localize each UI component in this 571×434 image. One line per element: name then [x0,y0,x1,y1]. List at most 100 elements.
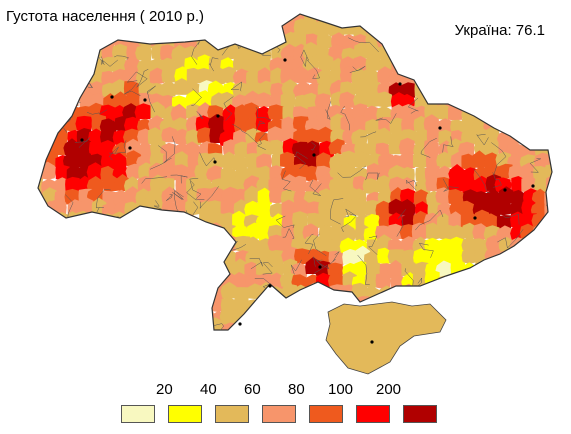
district-cell [111,79,127,96]
district-cell [134,103,151,120]
district-cell [233,331,248,348]
district-border [212,323,225,330]
district-cell [100,140,116,156]
district-border [183,297,206,313]
district-cell [196,20,212,36]
district-cell [546,117,552,132]
district-cell [437,293,455,313]
district-cell [113,14,129,27]
district-cell [292,344,308,363]
district-border [189,177,202,200]
district-cell [460,65,475,83]
district-cell [558,9,571,23]
district-cell [173,296,190,314]
district-border [146,85,156,113]
district-cell [449,367,467,380]
district-border [186,181,205,201]
district-cell [307,333,323,349]
district-cell [64,68,80,85]
district-cell [281,335,296,351]
district-cell [546,79,552,97]
district-cell [171,212,189,230]
district-cell [195,320,211,330]
district-cell [376,22,392,38]
district-cell [390,30,405,48]
district-cell [122,103,140,121]
district-cell [233,20,250,37]
district-cell [487,345,503,362]
district-cell [473,45,489,63]
district-cell [509,201,526,218]
district-cell [78,58,95,74]
district-cell [558,310,571,325]
district-cell [267,334,285,352]
district-cell [352,150,368,168]
district-cell [257,80,274,97]
district-cell [447,35,463,50]
district-cell [38,247,56,263]
district-cell [255,92,271,108]
district-cell [195,68,212,85]
district-cell [137,176,154,193]
district-cell [484,367,499,380]
district-cell [377,247,393,264]
district-cell [531,45,548,62]
district-cell [123,284,141,300]
district-cell [125,347,139,362]
district-cell [161,211,178,229]
district-cell [497,367,514,380]
district-cell [303,369,320,380]
district-cell [221,329,236,330]
district-cell [38,239,46,256]
district-cell [532,130,548,147]
district-cell [172,22,190,39]
district-cell [544,306,552,325]
district-cell [522,366,539,380]
district-cell [40,333,57,350]
district-border [418,63,426,76]
city-marker [473,216,477,220]
district-cell [219,344,235,361]
district-cell [438,129,454,147]
district-border [491,142,507,175]
district-cell [270,355,287,372]
district-cell [172,285,190,302]
district-cell [231,258,248,277]
district-cell [459,55,475,72]
district-cell [304,140,321,157]
district-cell [210,333,225,351]
district-cell [124,295,141,312]
district-cell [555,271,571,287]
district-cell [206,186,224,205]
district-cell [450,46,466,62]
district-cell [66,246,83,265]
district-cell [136,369,150,380]
district-cell [161,284,180,302]
district-cell [427,355,443,372]
map-title: Густота населення ( 2010 р.) [6,8,205,25]
district-cell [41,358,59,374]
district-cell [291,175,307,193]
district-border [106,262,117,275]
district-cell [451,271,467,288]
district-cell [461,128,476,145]
district-cell [559,45,571,62]
district-cell [497,272,514,289]
district-cell [55,329,71,330]
district-cell [518,45,536,62]
district-border [114,55,129,60]
district-cell [234,367,250,380]
district-cell [413,287,429,302]
district-cell [459,369,477,380]
district-border [492,172,502,188]
district-cell [183,322,199,330]
district-border [54,18,70,37]
district-cell [303,128,321,145]
district-cell [38,131,44,146]
district-cell [259,343,273,360]
district-border [196,111,203,120]
district-cell [460,211,476,228]
district-cell [314,19,331,36]
district-cell [267,250,285,266]
district-cell [256,58,273,73]
